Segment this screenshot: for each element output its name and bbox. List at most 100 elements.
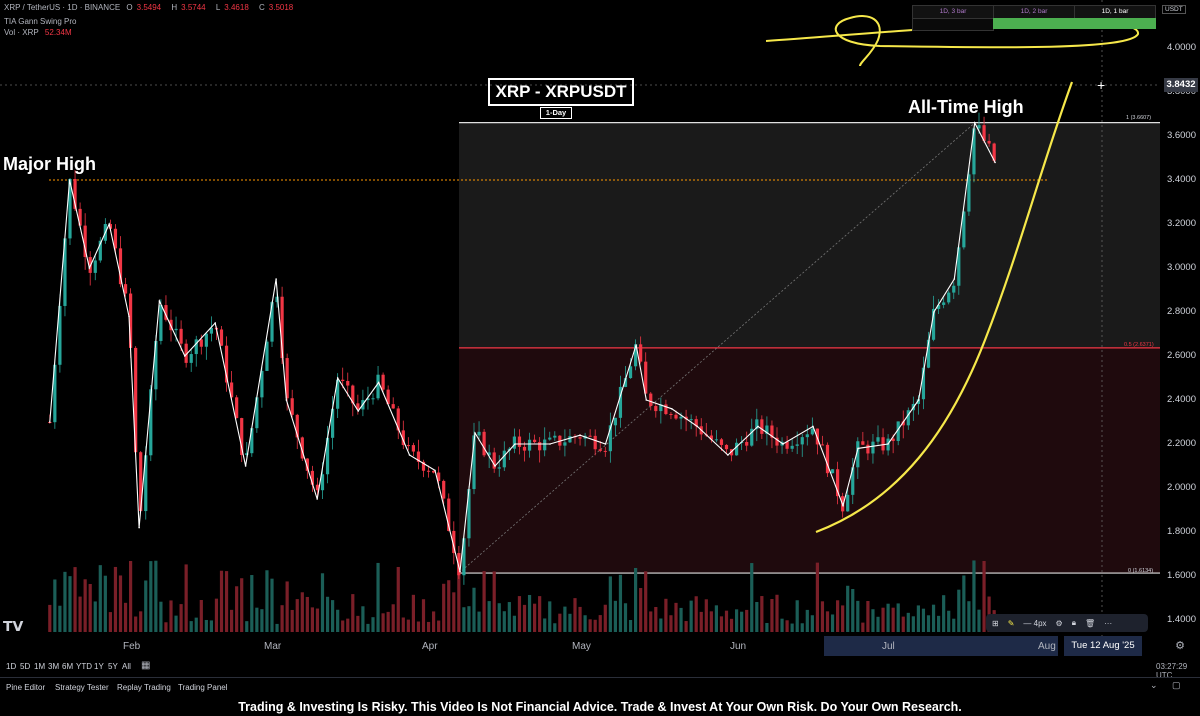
panel-tab-replay-trading[interactable]: Replay Trading	[117, 683, 171, 692]
candle-body	[265, 341, 269, 371]
timeframe-button-1d[interactable]: 1D	[6, 662, 17, 671]
volume-bar	[310, 607, 314, 632]
timeframe-button-5d[interactable]: 5D	[20, 662, 31, 671]
candle-body	[613, 417, 617, 426]
volume-bar	[729, 618, 734, 632]
symbol-name[interactable]: XRP / TetherUS · 1D · BINANCE	[4, 3, 121, 12]
candle-body	[416, 451, 421, 462]
settings-gear-icon[interactable]: ⚙	[1055, 618, 1063, 628]
indicator-legend[interactable]: TIA Gann Swing Pro	[4, 17, 77, 26]
volume-bar	[906, 612, 910, 632]
template-icon[interactable]: ⊞	[992, 618, 999, 628]
candle-body	[522, 446, 527, 451]
swing-point	[857, 447, 859, 450]
fib-label-05: 0.5 (2.6371)	[1124, 342, 1154, 348]
candle-body	[881, 437, 885, 451]
candle-body	[517, 436, 522, 447]
pencil-icon[interactable]: ✎	[1007, 618, 1015, 628]
collapse-icon[interactable]: ⌄	[1150, 680, 1158, 690]
settings-icon[interactable]: ⚙	[1175, 640, 1185, 652]
volume-bar	[613, 600, 617, 632]
maximize-icon[interactable]: ▢	[1172, 680, 1181, 690]
volume-bar	[492, 571, 496, 632]
volume-bar	[669, 615, 673, 632]
swing-point	[49, 421, 51, 423]
trash-icon[interactable]: 🗑︎	[1084, 618, 1096, 628]
timeframe-button-1y[interactable]: 1Y	[94, 662, 104, 671]
candle-body	[426, 470, 431, 472]
candle-body	[174, 328, 178, 331]
volume-bar	[977, 609, 981, 632]
currency-label[interactable]: USDT	[1162, 5, 1186, 14]
time-tick-label: Mar	[264, 641, 282, 652]
volume-bar	[679, 607, 683, 632]
volume-bar	[341, 620, 345, 632]
candle-body	[790, 445, 794, 449]
panel-tab-strategy-tester[interactable]: Strategy Tester	[55, 683, 109, 692]
candle-body	[310, 470, 314, 485]
panel-tab-pine-editor[interactable]: Pine Editor	[6, 683, 46, 692]
candle-body	[603, 450, 607, 452]
timeframe-button-all[interactable]: All	[122, 662, 131, 671]
volume-bar	[750, 563, 754, 632]
volume-bar	[543, 618, 547, 632]
candle-body	[411, 445, 415, 452]
volume-bar	[709, 611, 713, 632]
candle-body	[315, 484, 320, 491]
volume-bar	[674, 602, 678, 632]
volume-bar	[275, 623, 279, 632]
volume-bar	[825, 611, 830, 632]
candle-body	[204, 333, 208, 347]
candle-body	[891, 438, 895, 442]
candle-body	[199, 339, 203, 347]
volume-bar	[815, 562, 819, 632]
candle-body	[421, 461, 426, 471]
candle-body	[820, 444, 825, 446]
volume-bar	[235, 586, 239, 632]
candle-body	[921, 367, 926, 400]
swing-point	[408, 454, 411, 456]
volume-bar	[942, 595, 946, 632]
candle-body	[63, 238, 67, 306]
volume-bar	[134, 616, 138, 632]
candle-body	[381, 374, 385, 390]
volume-bar	[740, 611, 744, 632]
candle-body	[992, 143, 996, 161]
price-tick-label: 3.6000	[1166, 130, 1196, 141]
panel-tab-trading-panel[interactable]: Trading Panel	[178, 683, 228, 692]
volume-bar	[502, 611, 506, 632]
lock-icon[interactable]: 🔒︎	[1071, 618, 1076, 627]
volume-bar	[664, 598, 668, 632]
swing-point	[994, 161, 996, 164]
tradingview-logo[interactable]: 𝗧𝗩	[3, 618, 24, 634]
more-icon[interactable]: ···	[1104, 618, 1113, 628]
candle-body	[649, 393, 653, 407]
ohlc-high: H 3.5744	[171, 3, 206, 12]
timeframe-button-6m[interactable]: 6M	[62, 662, 74, 671]
drawing-toolbar[interactable]: ⊞ ✎ — 4px ⚙ 🔒︎ 🗑︎ ···	[986, 614, 1148, 632]
timeframe-button-1m[interactable]: 1M	[34, 662, 46, 671]
volume-bar	[644, 571, 648, 632]
ohlc-open: O 3.5494	[126, 3, 162, 12]
candle-body	[325, 437, 330, 475]
candle-body	[644, 361, 648, 394]
volume-bar	[775, 594, 779, 632]
line-width-selector[interactable]: — 4px	[1023, 618, 1047, 628]
candle-body	[154, 340, 158, 390]
volume-legend[interactable]: Vol · XRP 52.34M	[4, 28, 76, 37]
volume-bar	[164, 622, 168, 632]
candle-body	[578, 437, 582, 439]
volume-bar	[325, 596, 330, 632]
clock-readout[interactable]: 03:27:29 UTC	[1156, 662, 1188, 680]
swing-point	[244, 465, 247, 467]
candle-body	[952, 285, 956, 293]
timeframe-button-5y[interactable]: 5Y	[108, 662, 118, 671]
candle-body	[795, 444, 799, 446]
timeframe-button-3m[interactable]: 3M	[48, 662, 60, 671]
timeframe-button-ytd[interactable]: YTD	[76, 662, 92, 671]
calendar-icon[interactable]: ▦	[141, 660, 151, 671]
candle-body	[861, 441, 865, 445]
candle-body	[260, 370, 264, 398]
